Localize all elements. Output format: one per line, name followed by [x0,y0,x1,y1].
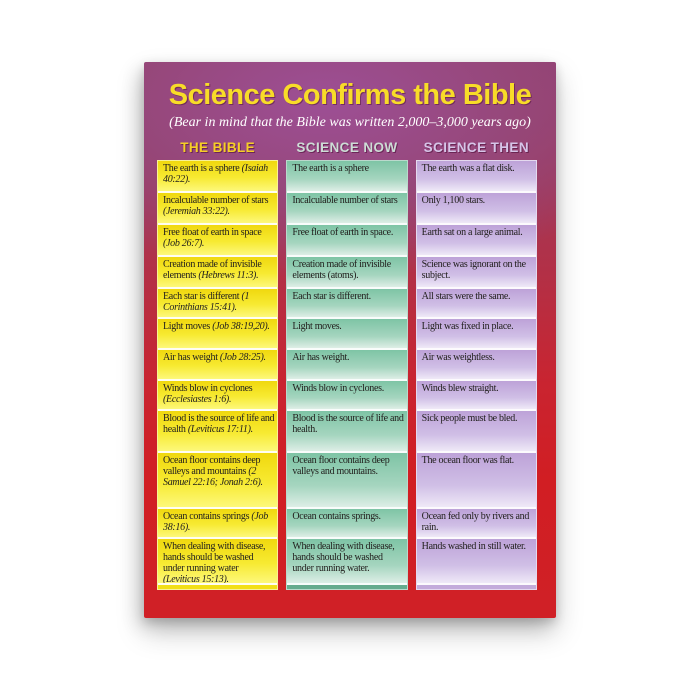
cell-text: Each star is different. [292,291,371,302]
cell-text: Ocean contains springs [163,511,250,522]
cell-text: Free float of earth in space [163,227,262,238]
table-cell: Science was ignorant on the subject. [416,257,536,289]
cell-text: Blood is the source of life and health [163,413,275,435]
cell-text: All stars were the same. [421,291,511,302]
table-cell: Free float of earth in space. [287,225,407,257]
cell-text: Earth sat on a large animal. [421,227,523,238]
cell-text: Each star is different [163,291,240,302]
cell-text: Free float of earth in space. [292,227,394,238]
scripture-reference: (Job 38:16). [163,511,268,533]
scripture-reference: (Job 38:19,20). [212,321,270,332]
scripture-reference: (2 Samuel 22:16; Jonah 2:6). [163,466,263,488]
cell-text: Light was fixed in place. [421,321,514,332]
cell-text: Ocean floor contains deep valleys and mo… [163,455,261,477]
cell-text: Winds blew straight. [421,383,499,394]
cell-text: Winds blow in cyclones [163,383,253,394]
poster-subtitle: (Bear in mind that the Bible was written… [169,115,531,130]
cell-text: The earth is a sphere [292,163,369,174]
scripture-reference: (Leviticus 15:13). [163,574,229,585]
table-cell: The ocean floor was flat. [416,453,536,509]
cell-text: Air has weight [163,352,218,363]
table-cell: Earth sat on a large animal. [416,225,536,257]
table-cell: Incalculable number of stars [287,193,407,225]
cell-text: The earth is a sphere [163,163,240,174]
table-cell: The earth was a flat disk. [416,161,536,193]
cell-text: Winds blow in cyclones. [292,383,384,394]
table-cell: The earth is a sphere [287,161,407,193]
cell-text: Air was weightless. [421,352,495,363]
table-cell: Light moves (Job 38:19,20). [158,319,278,350]
table-cell: Each star is different (1 Corinthians 15… [158,289,278,319]
cell-text: When dealing with disease, hands should … [292,541,395,574]
scripture-reference: (Hebrews 11:3). [198,270,259,281]
table-cell: Ocean floor contains deep valleys and mo… [287,453,407,509]
table-cell: Blood is the source of life and health. [287,411,407,453]
cell-text: Creation made of invisible elements [163,259,262,281]
table-cell: Incalculable number of stars (Jeremiah 3… [158,193,278,225]
scripture-reference: (Jeremiah 33:22). [163,206,230,217]
table-cell: Each star is different. [287,289,407,319]
cell-text: Light moves. [292,321,342,332]
column-header-science-then: SCIENCE THEN [423,140,529,155]
table-cell: Ocean contains springs (Job 38:16). [158,509,278,539]
cell-text: Creation made of invisible elements (ato… [292,259,391,281]
table-cell: All stars were the same. [416,289,536,319]
table-cell: Winds blow in cyclones (Ecclesiastes 1:6… [158,381,278,411]
table-cell: When dealing with disease, hands should … [158,539,278,585]
cell-text: Ocean fed only by rivers and rain. [421,511,530,533]
scripture-reference: (1 Corinthians 15:41). [163,291,250,313]
poster: Science Confirms the Bible (Bear in mind… [144,62,556,618]
scripture-reference: (Ecclesiastes 1:6). [163,394,232,405]
scripture-reference: (Job 28:25). [219,352,266,363]
table-cell: Winds blow in cyclones. [287,381,407,411]
column-the-bible: The earth is a sphere (Isaiah 40:22). Inc… [157,160,279,590]
cell-text: Light moves [163,321,210,332]
table-cell: Creation made of invisible elements (ato… [287,257,407,289]
cell-text: Air has weight. [292,352,350,363]
cell-text: The earth was a flat disk. [421,163,515,174]
scripture-reference: (Job 26:7). [163,238,205,249]
table-cell: Hands washed in still water. [416,539,536,585]
table-cell: Air has weight. [287,350,407,381]
column-science-now: The earth is a sphere Incalculable number… [286,160,408,590]
cell-text: When dealing with disease, hands should … [163,541,266,574]
table-cell: Ocean contains springs. [287,509,407,539]
table-cell: Air was weightless. [416,350,536,381]
cell-text: Ocean contains springs. [292,511,381,522]
cell-text: Hands washed in still water. [421,541,526,552]
table-cell: Light was fixed in place. [416,319,536,350]
table-cell: Air has weight (Job 28:25). [158,350,278,381]
cell-text: Ocean floor contains deep valleys and mo… [292,455,390,477]
cell-text: Only 1,100 stars. [421,195,486,206]
table-cell: Sick people must be bled. [416,411,536,453]
poster-title: Science Confirms the Bible [168,79,532,111]
comparison-table: The earth is a sphere (Isaiah 40:22). Inc… [144,160,556,590]
cell-text: Blood is the source of life and health. [292,413,404,435]
scripture-reference: (Isaiah 40:22). [163,163,268,185]
column-header-science-now: SCIENCE NOW [296,140,398,155]
cell-text: Sick people must be bled. [421,413,518,424]
table-cell: The earth is a sphere (Isaiah 40:22). [158,161,278,193]
cell-text: Science was ignorant on the subject. [421,259,526,281]
scripture-reference: (Leviticus 17:11). [187,424,253,435]
table-cell: Ocean floor contains deep valleys and mo… [158,453,278,509]
column-header-the-bible: THE BIBLE [180,140,256,155]
column-headers: THE BIBLE SCIENCE NOW SCIENCE THEN [144,140,556,155]
table-cell: When dealing with disease, hands should … [287,539,407,585]
table-cell: Only 1,100 stars. [416,193,536,225]
table-cell: Creation made of invisible elements (Heb… [158,257,278,289]
column-science-then: The earth was a flat disk. Only 1,100 sta… [415,160,537,590]
table-cell: Blood is the source of life and health (… [158,411,278,453]
table-cell: Winds blew straight. [416,381,536,411]
table-cell: Light moves. [287,319,407,350]
cell-text: Incalculable number of stars [292,195,398,206]
table-cell: Free float of earth in space (Job 26:7). [158,225,278,257]
cell-text: Incalculable number of stars [163,195,269,206]
table-cell: Ocean fed only by rivers and rain. [416,509,536,539]
cell-text: The ocean floor was flat. [421,455,514,466]
